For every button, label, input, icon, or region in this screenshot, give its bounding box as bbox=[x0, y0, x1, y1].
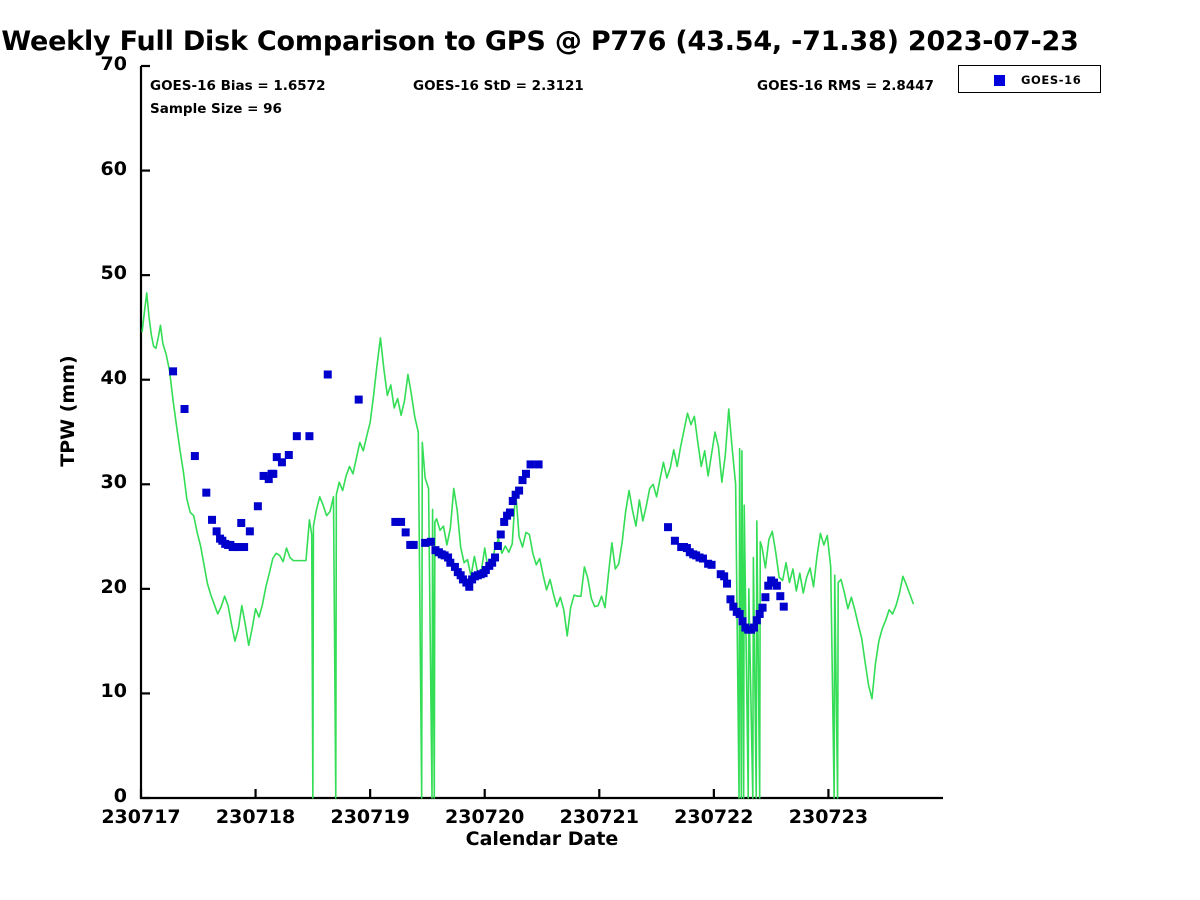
data-point-marker bbox=[707, 560, 716, 569]
data-point-marker bbox=[450, 562, 459, 571]
y-tick-label: 40 bbox=[100, 366, 127, 389]
stat-rms: GOES-16 RMS = 2.8447 bbox=[757, 78, 934, 94]
data-point-marker bbox=[269, 469, 278, 478]
data-point-marker bbox=[284, 451, 293, 460]
data-point-marker bbox=[515, 486, 524, 495]
data-point-marker bbox=[409, 540, 418, 549]
data-point-marker bbox=[758, 603, 767, 612]
y-tick-label: 20 bbox=[100, 575, 127, 598]
data-point-marker bbox=[496, 530, 505, 539]
data-point-marker bbox=[521, 469, 530, 478]
data-point-marker bbox=[526, 460, 535, 469]
data-point-marker bbox=[491, 553, 500, 562]
data-point-marker bbox=[735, 609, 744, 618]
x-tick-label: 230723 bbox=[788, 806, 869, 828]
x-tick-label: 230722 bbox=[674, 806, 754, 828]
y-tick-label: 60 bbox=[100, 157, 127, 180]
data-point-marker bbox=[749, 623, 758, 632]
data-point-marker bbox=[323, 370, 332, 379]
data-point-marker bbox=[500, 517, 509, 526]
data-point-marker bbox=[272, 453, 281, 462]
x-tick-label: 230717 bbox=[101, 806, 181, 828]
data-point-marker bbox=[518, 476, 527, 485]
data-point-marker bbox=[401, 528, 410, 537]
data-point-marker bbox=[511, 490, 520, 499]
stat-bias: GOES-16 Bias = 1.6572 bbox=[150, 78, 326, 94]
data-point-marker bbox=[726, 595, 735, 604]
data-point-marker bbox=[723, 579, 732, 588]
data-point-marker bbox=[761, 593, 770, 602]
y-tick-label: 10 bbox=[100, 680, 127, 703]
axis-spine bbox=[139, 66, 943, 800]
data-point-marker bbox=[426, 537, 435, 546]
legend[interactable]: GOES-16 bbox=[958, 65, 1101, 93]
data-point-marker bbox=[772, 581, 781, 590]
page-title: Weekly Full Disk Comparison to GPS @ P77… bbox=[1, 26, 1079, 57]
data-point-marker bbox=[465, 582, 474, 591]
data-point-marker bbox=[212, 527, 221, 536]
data-point-marker bbox=[752, 616, 761, 625]
y-tick-label: 0 bbox=[113, 785, 127, 807]
data-point-marker bbox=[729, 602, 738, 611]
data-point-marker bbox=[534, 460, 543, 469]
data-point-marker bbox=[391, 517, 400, 526]
data-point-marker bbox=[245, 527, 254, 536]
data-point-marker bbox=[305, 432, 314, 441]
data-point-marker bbox=[505, 508, 514, 517]
data-point-marker bbox=[237, 518, 246, 527]
data-point-marker bbox=[738, 617, 747, 626]
data-point-marker bbox=[446, 558, 455, 567]
data-point-marker bbox=[456, 571, 465, 580]
legend-marker-goes16-icon bbox=[994, 75, 1005, 86]
series-line-gps bbox=[141, 292, 915, 799]
y-tick-label: 50 bbox=[100, 262, 127, 285]
data-point-marker bbox=[488, 558, 497, 567]
data-point-marker bbox=[720, 572, 729, 581]
data-point-marker bbox=[253, 502, 262, 511]
y-tick-label: 30 bbox=[100, 471, 127, 494]
stat-sample-size: Sample Size = 96 bbox=[150, 101, 282, 117]
data-point-marker bbox=[190, 452, 199, 461]
data-point-marker bbox=[493, 541, 502, 550]
data-point-marker bbox=[202, 488, 211, 497]
data-point-marker bbox=[169, 367, 178, 376]
data-point-marker bbox=[664, 523, 673, 532]
data-point-marker bbox=[277, 458, 286, 467]
data-point-marker bbox=[259, 471, 268, 480]
data-point-marker bbox=[481, 566, 490, 575]
x-tick-label: 230719 bbox=[330, 806, 410, 828]
data-point-marker bbox=[755, 609, 764, 618]
data-point-marker bbox=[208, 515, 217, 524]
x-tick-label: 230720 bbox=[445, 806, 525, 828]
data-point-marker bbox=[292, 432, 301, 441]
x-axis-label: Calendar Date bbox=[465, 828, 619, 850]
data-point-marker bbox=[354, 395, 363, 404]
data-point-marker bbox=[462, 578, 471, 587]
stat-std: GOES-16 StD = 2.3121 bbox=[413, 78, 584, 94]
data-point-marker bbox=[508, 497, 517, 506]
legend-label-goes16: GOES-16 bbox=[1021, 73, 1082, 87]
data-point-marker bbox=[698, 554, 707, 563]
data-point-marker bbox=[397, 517, 406, 526]
data-point-marker bbox=[776, 592, 785, 601]
x-tick-label: 230721 bbox=[559, 806, 639, 828]
data-point-marker bbox=[779, 602, 788, 611]
data-point-marker bbox=[670, 536, 679, 545]
data-point-marker bbox=[682, 544, 691, 553]
data-point-marker bbox=[421, 538, 430, 547]
data-point-marker bbox=[180, 404, 189, 413]
series-scatter-goes16 bbox=[169, 367, 788, 634]
data-point-marker bbox=[234, 543, 243, 552]
data-point-marker bbox=[444, 553, 453, 562]
data-point-marker bbox=[240, 543, 249, 552]
data-point-marker bbox=[764, 581, 773, 590]
data-point-marker bbox=[264, 475, 273, 484]
x-tick-label: 230718 bbox=[215, 806, 296, 828]
y-tick-label: 70 bbox=[100, 53, 127, 75]
